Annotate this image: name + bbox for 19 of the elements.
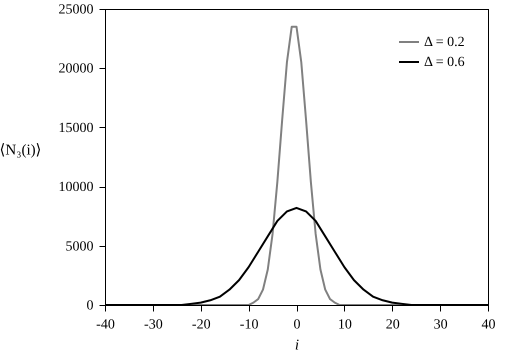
y-tick-label: 15000 (58, 120, 94, 136)
x-tick-label: -10 (240, 318, 258, 332)
x-axis-title: i (294, 338, 300, 353)
x-tick-label: 20 (386, 318, 400, 332)
x-tick-label: 30 (434, 318, 448, 332)
y-tick-label: 20000 (58, 62, 94, 77)
x-tick-label: 10 (338, 318, 352, 332)
legend-label: Δ = 0.6 (424, 55, 465, 70)
x-tick-label: 40 (482, 318, 496, 332)
legend-label: Δ = 0.2 (424, 35, 465, 50)
y-tick-label: 5000 (66, 239, 94, 254)
x-tick-label: -20 (192, 318, 211, 332)
y-tick-label: 10000 (58, 180, 94, 196)
y-tick-label: 0 (86, 298, 94, 314)
x-tick-label: -30 (144, 318, 163, 332)
x-tick-label: 0 (294, 318, 300, 332)
y-tick-label: 25000 (58, 2, 94, 18)
y-axis-title: ⟨N₃(i)⟩ (0, 142, 42, 158)
x-tick-label: -40 (96, 318, 115, 332)
